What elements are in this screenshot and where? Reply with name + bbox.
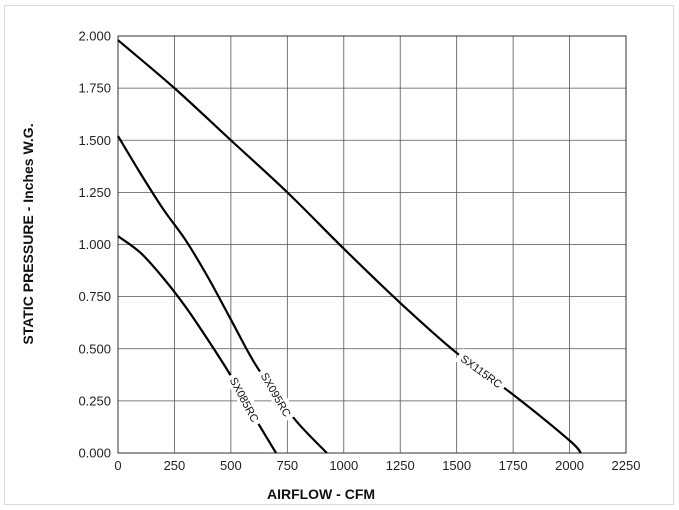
x-axis-title: AIRFLOW - CFM (267, 486, 375, 502)
y-tick-label: 1.500 (78, 133, 111, 148)
y-tick-label: 0.000 (78, 446, 111, 461)
y-axis-ticks: 0.000 0.250 0.500 0.750 1.000 1.250 1.500 1.750… (78, 29, 111, 461)
y-tick-label: 1.750 (78, 81, 111, 96)
x-tick-label: 500 (220, 458, 242, 473)
y-tick-label: 1.000 (78, 237, 111, 252)
series-line (117, 39, 582, 454)
y-tick-label: 1.250 (78, 185, 111, 200)
x-tick-label: 750 (276, 458, 298, 473)
x-tick-label: 1750 (499, 458, 528, 473)
x-tick-label: 2250 (612, 458, 641, 473)
y-tick-label: 0.750 (78, 289, 111, 304)
y-tick-label: 0.250 (78, 393, 111, 408)
x-tick-label: 1250 (386, 458, 415, 473)
x-tick-label: 1500 (442, 458, 471, 473)
x-tick-label: 2000 (555, 458, 584, 473)
x-axis-ticks: 0 250 500 750 1000 1250 1500 1750 2000 2250 (114, 458, 640, 473)
series-label-background (255, 366, 297, 423)
series-label-group: SX115RC (454, 348, 509, 394)
plot-area (117, 35, 627, 454)
y-tick-label: 0.500 (78, 341, 111, 356)
x-tick-label: 1000 (329, 458, 358, 473)
series-label-group: SX095RC (255, 366, 297, 423)
y-axis-title: STATIC PRESSURE - Inches W.G. (20, 123, 36, 344)
y-tick-label: 2.000 (78, 29, 111, 44)
series-label: SX115RC (458, 353, 504, 391)
chart-frame: SX085RC SX095RC SX115RC 0 250 500 750 1000 1250… (4, 5, 674, 505)
grid (117, 35, 627, 454)
series-label-background (454, 348, 509, 394)
series-label-background (225, 371, 265, 428)
series-line (117, 135, 328, 454)
x-tick-label: 0 (114, 458, 121, 473)
x-tick-label: 250 (164, 458, 186, 473)
